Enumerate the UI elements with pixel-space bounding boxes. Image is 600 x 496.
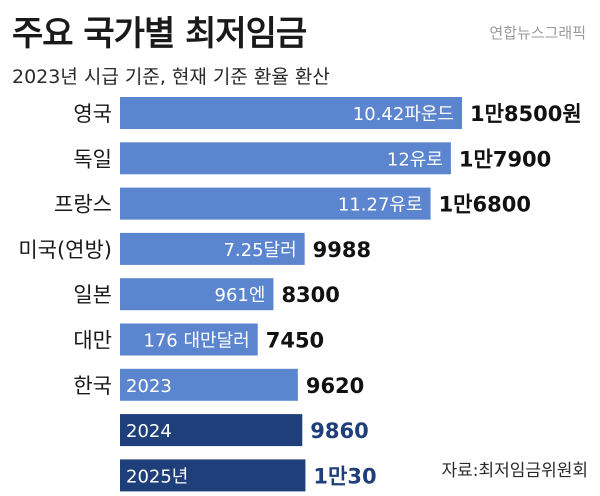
chart-subtitle: 2023년 시급 기준, 현재 기준 환율 환산	[12, 66, 330, 88]
bar	[120, 278, 274, 311]
bar	[120, 459, 306, 492]
chart-title: 주요 국가별 최저임금	[12, 14, 307, 54]
value-label: 9988	[313, 238, 371, 262]
bar	[120, 187, 431, 220]
bar	[120, 232, 305, 265]
value-label: 9860	[310, 419, 368, 443]
category-label: 일본	[73, 283, 112, 307]
value-label: 8300	[281, 283, 339, 307]
bar	[120, 97, 462, 129]
category-label: 프랑스	[54, 193, 112, 217]
bar-label: 2023	[126, 376, 172, 397]
category-label: 영국	[73, 102, 112, 126]
bar	[120, 414, 303, 447]
value-label: 1만7900	[459, 147, 551, 171]
value-label: 1만8500원	[470, 102, 582, 126]
bar-label: 7.25달러	[223, 240, 296, 261]
category-label: 한국	[73, 374, 112, 398]
credit-label: 연합뉴스그래픽	[489, 24, 586, 42]
value-label: 1만30	[313, 464, 376, 488]
bar-label: 12유로	[387, 149, 443, 170]
value-label: 1만6800	[439, 193, 531, 217]
category-label: 대만	[73, 329, 112, 353]
category-label: 독일	[73, 147, 112, 171]
bar	[120, 142, 451, 175]
bar-label: 2024	[126, 421, 172, 442]
bar-label: 961엔	[215, 285, 266, 306]
bar	[120, 368, 298, 401]
bar-label: 10.42파운드	[353, 104, 454, 125]
bar-label: 176 대만달러	[143, 331, 249, 352]
bar-label: 2025년	[126, 466, 188, 487]
source-label: 자료:최저임금위원회	[441, 461, 589, 481]
category-label: 미국(연방)	[18, 238, 112, 262]
value-label: 9620	[306, 374, 364, 398]
value-label: 7450	[266, 329, 324, 353]
bar-label: 11.27유로	[338, 195, 423, 216]
bar	[120, 323, 258, 356]
